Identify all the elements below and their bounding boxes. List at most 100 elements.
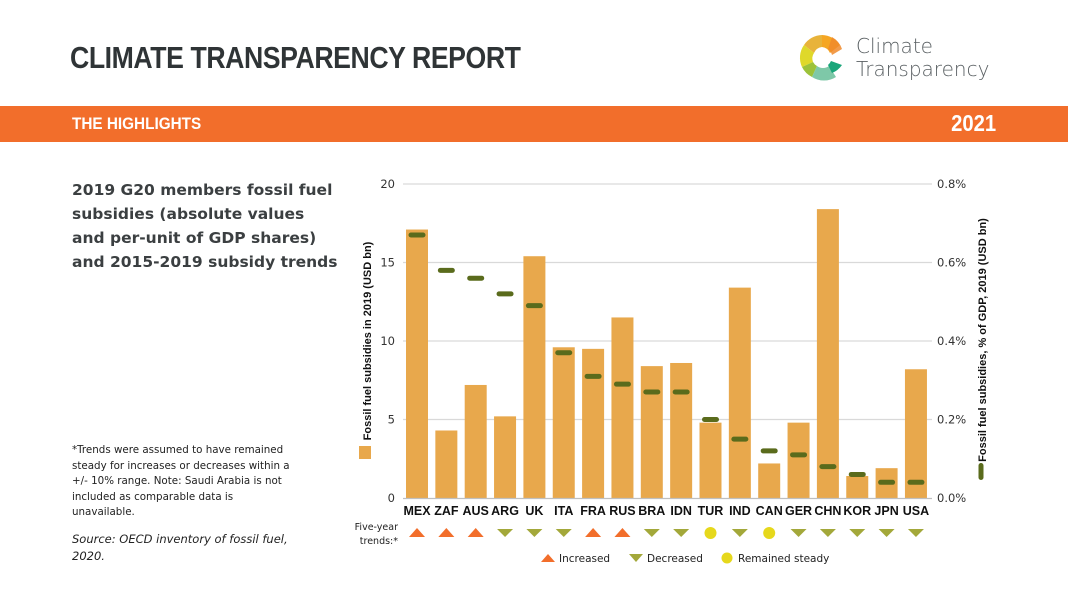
legend-steady-icon [721,552,733,564]
trend-decreased-icon [849,529,866,537]
category-label: IDN [670,504,692,518]
right-tick-label: 0.6% [937,256,966,270]
bar-fra [582,348,605,498]
trends-label-line2: trends:* [360,536,398,547]
category-label: AUS [462,504,488,518]
trend-increased-icon [409,528,425,537]
category-label: GER [785,504,812,518]
gdp-share-series [408,232,925,485]
legend-label-steady: Remained steady [738,553,829,565]
gdp-share-marker-bra [643,389,661,395]
gdp-share-marker-arg [496,291,514,297]
category-label: IND [729,504,751,518]
trend-legend: Increased Decreased Remained steady [541,552,829,565]
trend-decreased-icon [673,529,690,537]
left-tick-label: 5 [388,413,395,427]
category-label: CAN [756,504,783,518]
trend-decreased-icon [497,529,514,537]
left-axis-title: Fossil fuel subsidies in 2019 (USD bn) [362,241,374,440]
category-label: FRA [580,504,606,518]
trend-decreased-icon [819,529,836,537]
trends-label-line1: Five-year [355,522,398,533]
bar-uk [523,256,546,498]
gdp-share-marker-uk [525,303,543,309]
bar-ind [728,287,751,498]
logo-text: Climate Transparency [856,35,989,81]
trend-increased-icon [614,528,631,537]
trend-increased-icon [585,528,602,537]
logo-text-line2: Transparency [856,57,990,81]
legend-decreased-icon [629,554,643,562]
category-label: UK [525,504,543,518]
gdp-share-marker-mex [408,232,426,238]
left-tick-label: 10 [380,334,395,348]
right-axis-legend-dash [978,463,984,480]
bar-kor [846,476,869,498]
left-tick-label: 15 [380,256,395,270]
bar-ita [552,347,575,498]
legend-label-increased: Increased [559,553,610,565]
chart-footnote: *Trends were assumed to have remained st… [72,444,290,519]
category-label: ZAF [434,504,459,518]
bar-idn [670,362,693,498]
gdp-share-marker-zaf [437,267,455,273]
gdp-share-marker-fra [584,373,602,379]
category-label: MEX [403,504,431,518]
trend-decreased-icon [790,529,807,537]
right-tick-label: 0.0% [937,491,966,505]
left-axis-ticks: 0 5 10 15 20 [380,177,395,505]
trend-steady-icon [704,527,717,539]
left-tick-label: 20 [380,177,395,191]
trend-decreased-icon [555,529,572,537]
gdp-share-marker-ita [555,350,573,356]
logo-wheel-icon [799,35,842,81]
gdp-share-marker-can [760,448,778,454]
trend-decreased-icon [907,529,924,537]
bar-chn [816,209,839,498]
legend-label-decreased: Decreased [647,553,703,565]
trend-decreased-icon [731,529,748,537]
trend-decreased-icon [643,529,660,537]
bar-arg [494,416,517,498]
right-tick-label: 0.4% [937,334,966,348]
right-tick-label: 0.2% [937,413,966,427]
gdp-share-marker-aus [467,275,485,281]
band-year: 2021 [950,110,996,136]
bar-rus [611,317,634,498]
category-label: USA [903,504,929,518]
category-label: RUS [609,504,635,518]
gdp-share-marker-usa [907,479,925,485]
legend-increased-icon [541,554,555,562]
left-axis-legend-swatch [359,446,371,459]
gdp-share-marker-rus [613,381,631,387]
bar-zaf [435,430,458,498]
report-title: CLIMATE TRANSPARENCY REPORT [70,40,521,75]
left-tick-label: 0 [388,491,395,505]
category-label: BRA [638,504,665,518]
gdp-share-marker-idn [672,389,690,395]
category-label: ITA [554,504,573,518]
bar-tur [699,422,722,498]
right-axis-ticks: 0.0% 0.2% 0.4% 0.6% 0.8% [937,177,966,505]
category-label: TUR [698,504,724,518]
climate-transparency-logo: Climate Transparency [792,27,1032,89]
right-axis-title: Fossil fuel subsidies, % of GDP, 2019 (U… [977,218,989,462]
category-label: CHN [814,504,841,518]
bar-usa [904,369,927,498]
gdp-share-marker-ger [790,452,808,458]
gdp-share-marker-ind [731,436,749,442]
gdp-share-marker-kor [848,471,866,477]
bar-ger [787,422,810,498]
highlights-band: THE HIGHLIGHTS 2021 [0,106,1068,142]
category-labels: MEX ZAF AUS ARG UK ITA FRA RUS BRA IDN TUR IND CAN GE… [403,504,929,518]
band-label: THE HIGHLIGHTS [72,114,202,133]
category-label: JPN [874,504,898,518]
category-label: ARG [491,504,519,518]
right-tick-label: 0.8% [937,177,966,191]
gdp-share-marker-tur [702,417,719,422]
gridlines [403,183,932,421]
bar-can [758,463,781,498]
trend-decreased-icon [526,529,543,537]
chart-source: Source: OECD inventory of fossil fuel, 2… [72,532,288,563]
